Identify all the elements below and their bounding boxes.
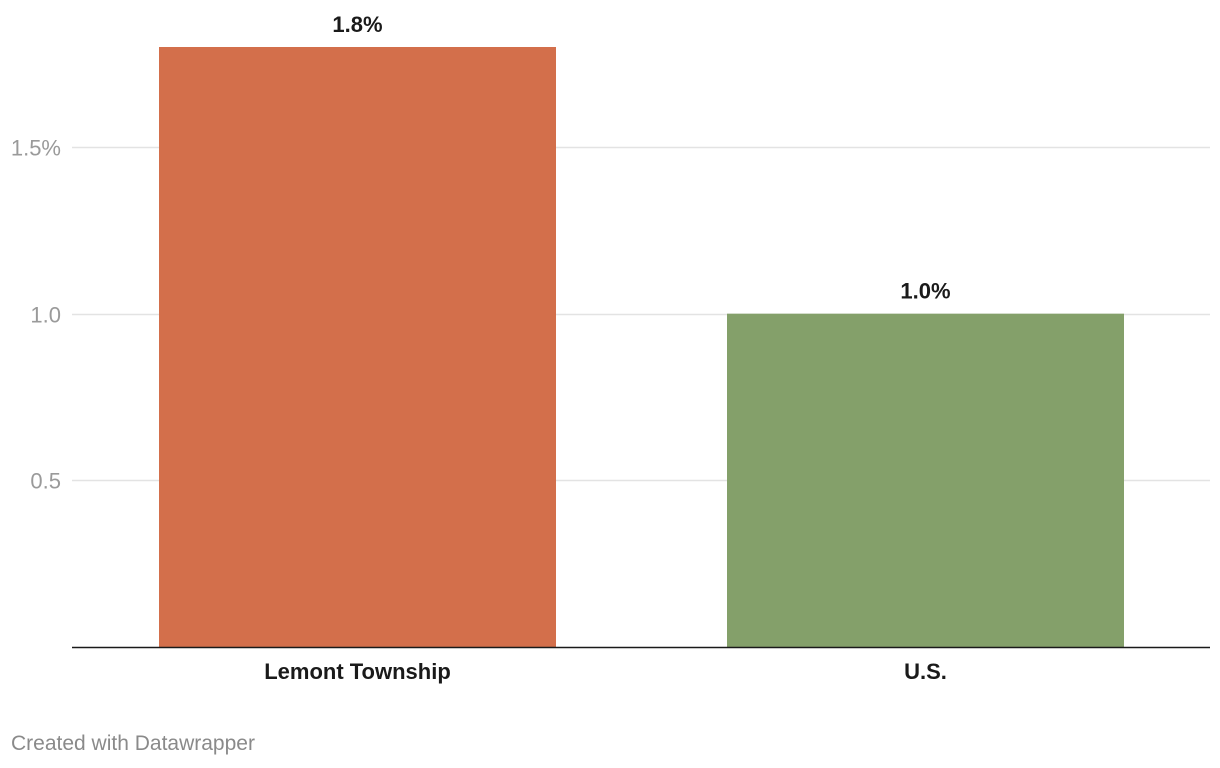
bars — [159, 47, 1124, 647]
y-axis-ticks: 0.5 1.0 1.5% — [11, 136, 61, 494]
bar — [159, 47, 556, 647]
footer-credit: Created with Datawrapper — [11, 732, 255, 755]
x-axis-labels: Lemont Township U.S. — [264, 659, 947, 684]
bar-value-label: 1.8% — [332, 12, 382, 37]
x-category-label: Lemont Township — [264, 659, 451, 684]
bar-value-label: 1.0% — [900, 279, 950, 304]
y-tick-label: 0.5 — [30, 469, 61, 494]
y-tick-label: 1.5% — [11, 136, 61, 161]
bar — [727, 313, 1124, 647]
x-category-label: U.S. — [904, 659, 947, 684]
value-labels: 1.8% 1.0% — [332, 12, 950, 304]
y-tick-label: 1.0 — [30, 303, 61, 328]
